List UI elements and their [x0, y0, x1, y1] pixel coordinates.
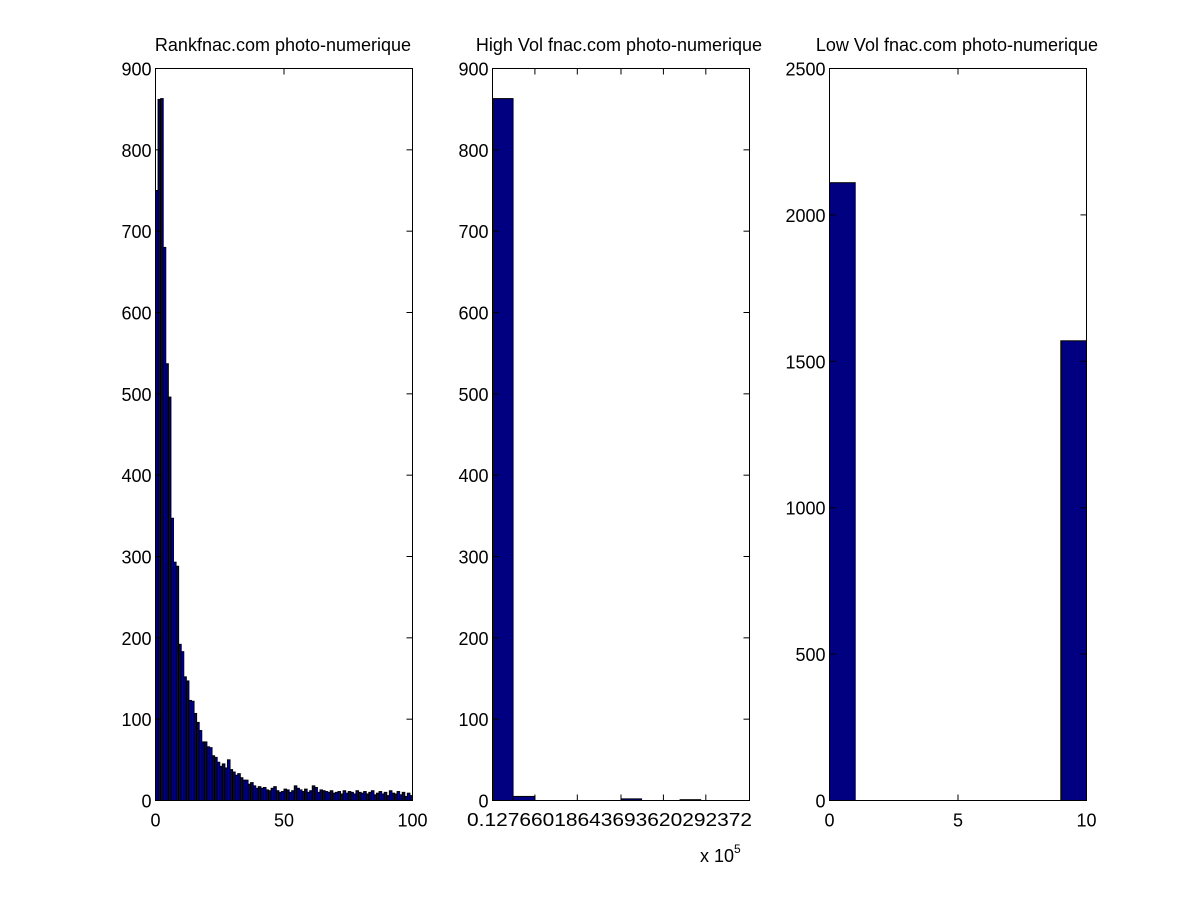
- y-tick-label: 300: [458, 548, 488, 568]
- panel-rank-axes: [155, 68, 413, 801]
- y-tick-label: 600: [121, 304, 151, 324]
- y-tick-label: 900: [458, 60, 488, 80]
- bar: [492, 98, 514, 802]
- y-tick-label: 2500: [785, 60, 825, 80]
- y-tick-label: 800: [458, 141, 488, 161]
- panel-highvol-bars: [492, 98, 702, 802]
- panel-rank: Rankfnac.com photo-numerique 0 100 200 300 4…: [121, 35, 427, 831]
- panel-lowvol-title: Low Vol fnac.com photo-numerique: [816, 35, 1098, 55]
- panel-highvol-axes: [492, 68, 750, 801]
- panel-highvol: High Vol fnac.com photo-numerique 0 100 20…: [458, 35, 762, 866]
- y-tick-label: 2000: [785, 206, 825, 226]
- y-tick-label: 700: [458, 222, 488, 242]
- x-tick-labels-overlapping: 0.12766018643693620292372: [467, 810, 752, 830]
- y-tick-label: 100: [121, 710, 151, 730]
- y-tick-label: 1500: [785, 352, 825, 372]
- y-tick-label: 500: [795, 645, 825, 665]
- panel-lowvol-ticks: 0 500 1000 1500 2000 2500 0 5 10: [785, 60, 1096, 831]
- bar: [1060, 340, 1088, 801]
- y-tick-label: 500: [458, 385, 488, 405]
- y-tick-label: 0: [815, 792, 825, 812]
- y-tick-label: 0: [141, 792, 151, 812]
- y-tick-label: 0: [478, 792, 488, 812]
- x-tick-label: 0: [150, 811, 160, 831]
- x-tick-label: 0: [824, 811, 834, 831]
- y-tick-label: 400: [121, 466, 151, 486]
- x-tick-label: 5: [953, 811, 963, 831]
- y-tick-label: 200: [121, 629, 151, 649]
- y-tick-label: 200: [458, 629, 488, 649]
- y-tick-label: 300: [121, 548, 151, 568]
- bar: [829, 182, 856, 801]
- panel-rank-title: Rankfnac.com photo-numerique: [155, 35, 411, 55]
- x-tick-label: 50: [274, 811, 294, 831]
- panel-rank-ticks: 0 100 200 300 400 500 600 700 800 900 0 50 100: [121, 60, 427, 831]
- panel-lowvol-bars: [829, 182, 1088, 801]
- y-tick-label: 500: [121, 385, 151, 405]
- x-tick-label: 100: [397, 811, 427, 831]
- y-tick-label: 400: [458, 466, 488, 486]
- y-tick-label: 900: [121, 60, 151, 80]
- panel-lowvol-axes: [829, 68, 1087, 801]
- panel-highvol-title: High Vol fnac.com photo-numerique: [476, 35, 762, 55]
- y-tick-label: 100: [458, 710, 488, 730]
- y-tick-label: 700: [121, 222, 151, 242]
- y-tick-label: 600: [458, 304, 488, 324]
- y-tick-label: 800: [121, 141, 151, 161]
- panel-lowvol: Low Vol fnac.com photo-numerique 0500100…: [785, 35, 1098, 831]
- bar: [512, 795, 536, 802]
- panel-highvol-ticks: 0 100 200 300 400 500 600 700 800 900: [458, 60, 750, 812]
- x-axis-multiplier: x 105: [700, 842, 741, 866]
- x-tick-label: 10: [1076, 811, 1096, 831]
- y-tick-label: 1000: [785, 499, 825, 519]
- panel-rank-bars: [155, 98, 413, 802]
